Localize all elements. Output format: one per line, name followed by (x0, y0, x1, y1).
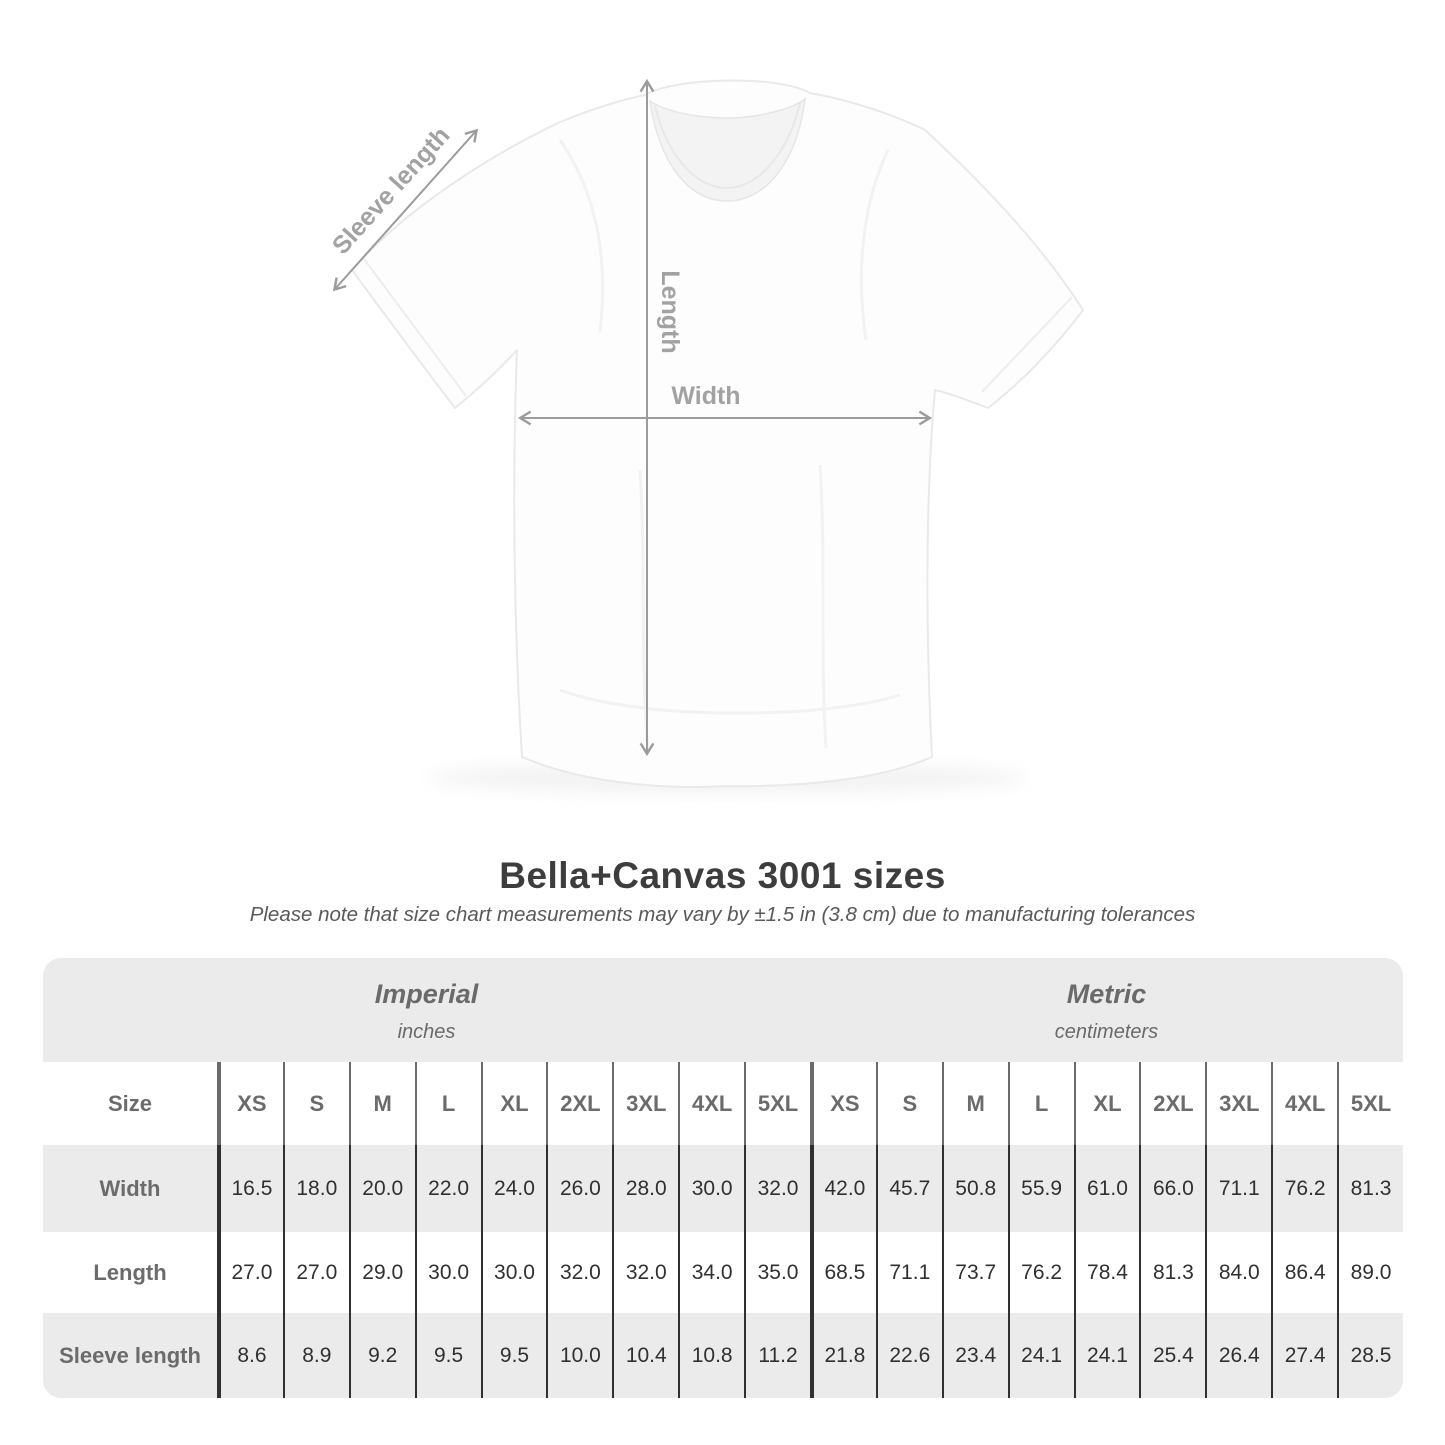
cell-metric-width-5xl: 81.3 (1337, 1145, 1403, 1232)
cell-metric-length-3xl: 84.0 (1205, 1232, 1272, 1313)
cell-imperial-sleeve-length-s: 8.9 (282, 1313, 349, 1398)
cell-metric-sleeve-length-5xl: 28.5 (1337, 1313, 1403, 1398)
size-header-metric-5xl: 5XL (1337, 1062, 1403, 1145)
cell-imperial-sleeve-length-xl: 9.5 (480, 1313, 547, 1398)
size-header-imperial-xs: XS (217, 1062, 283, 1145)
cell-imperial-width-xs: 16.5 (217, 1145, 283, 1232)
width-label: Width (671, 382, 740, 410)
cell-metric-width-xs: 42.0 (809, 1145, 876, 1232)
metric-label: Metric (1066, 978, 1147, 1009)
cell-imperial-length-4xl: 34.0 (678, 1232, 745, 1313)
cell-metric-sleeve-length-xs: 21.8 (809, 1313, 876, 1398)
sleeve-length-arrow (332, 128, 479, 292)
cell-metric-sleeve-length-l: 24.1 (1007, 1313, 1074, 1398)
size-header-imperial-s: S (282, 1062, 349, 1145)
size-header-imperial-m: M (348, 1062, 415, 1145)
cell-metric-width-s: 45.7 (875, 1145, 942, 1232)
cell-imperial-length-xs: 27.0 (217, 1232, 283, 1313)
cell-metric-sleeve-length-xl: 24.1 (1073, 1313, 1140, 1398)
tshirt-diagram: Sleeve length Length Width (327, 78, 1084, 794)
cell-metric-width-l: 55.9 (1007, 1145, 1074, 1232)
size-table: Imperial inches Metric centimeters Size X… (43, 958, 1403, 1398)
metric-unit: centimeters (1054, 1020, 1159, 1043)
length-label: Length (656, 270, 684, 353)
cell-imperial-length-s: 27.0 (282, 1232, 349, 1313)
cell-imperial-width-s: 18.0 (282, 1145, 349, 1232)
cell-metric-length-xs: 68.5 (809, 1232, 876, 1313)
cell-imperial-length-2xl: 32.0 (546, 1232, 613, 1313)
tolerance-note: Please note that size chart measurements… (249, 903, 1196, 926)
imperial-label: Imperial (374, 978, 479, 1009)
cell-metric-width-4xl: 76.2 (1271, 1145, 1338, 1232)
cell-imperial-sleeve-length-m: 9.2 (348, 1313, 415, 1398)
cell-imperial-sleeve-length-2xl: 10.0 (546, 1313, 613, 1398)
cell-metric-width-2xl: 66.0 (1139, 1145, 1206, 1232)
cell-imperial-sleeve-length-3xl: 10.4 (612, 1313, 679, 1398)
size-header-imperial-2xl: 2XL (546, 1062, 613, 1145)
size-header-metric-m: M (941, 1062, 1008, 1145)
cell-metric-sleeve-length-s: 22.6 (875, 1313, 942, 1398)
size-header-imperial-4xl: 4XL (678, 1062, 745, 1145)
cell-metric-sleeve-length-4xl: 27.4 (1271, 1313, 1338, 1398)
cell-imperial-width-m: 20.0 (348, 1145, 415, 1232)
metric-section-header: Metric centimeters (809, 958, 1403, 1062)
size-column-header: Size (43, 1062, 217, 1145)
size-header-metric-xl: XL (1073, 1062, 1140, 1145)
page-title: Bella+Canvas 3001 sizes (499, 855, 946, 896)
size-header-metric-3xl: 3XL (1205, 1062, 1272, 1145)
size-header-metric-2xl: 2XL (1139, 1062, 1206, 1145)
cell-metric-length-5xl: 89.0 (1337, 1232, 1403, 1313)
cell-metric-length-s: 71.1 (875, 1232, 942, 1313)
size-header-imperial-3xl: 3XL (612, 1062, 679, 1145)
size-header-metric-4xl: 4XL (1271, 1062, 1338, 1145)
cell-imperial-length-l: 30.0 (414, 1232, 481, 1313)
row-label-width: Width (43, 1145, 217, 1232)
cell-metric-length-xl: 78.4 (1073, 1232, 1140, 1313)
cell-imperial-sleeve-length-5xl: 11.2 (744, 1313, 810, 1398)
cell-imperial-sleeve-length-4xl: 10.8 (678, 1313, 745, 1398)
cell-metric-sleeve-length-m: 23.4 (941, 1313, 1008, 1398)
cell-imperial-length-3xl: 32.0 (612, 1232, 679, 1313)
cell-imperial-length-5xl: 35.0 (744, 1232, 810, 1313)
row-label-sleeve-length: Sleeve length (43, 1313, 217, 1398)
cell-imperial-sleeve-length-xs: 8.6 (217, 1313, 283, 1398)
cell-metric-width-xl: 61.0 (1073, 1145, 1140, 1232)
cell-imperial-width-2xl: 26.0 (546, 1145, 613, 1232)
row-label-length: Length (43, 1232, 217, 1313)
imperial-unit: inches (397, 1020, 456, 1043)
collar-seam (654, 102, 801, 190)
cell-imperial-width-xl: 24.0 (480, 1145, 547, 1232)
cell-metric-length-l: 76.2 (1007, 1232, 1074, 1313)
cell-imperial-width-5xl: 32.0 (744, 1145, 810, 1232)
cell-imperial-width-l: 22.0 (414, 1145, 481, 1232)
cell-metric-length-m: 73.7 (941, 1232, 1008, 1313)
cell-metric-length-2xl: 81.3 (1139, 1232, 1206, 1313)
cell-imperial-length-xl: 30.0 (480, 1232, 547, 1313)
tshirt-body (351, 79, 1084, 788)
size-header-metric-s: S (875, 1062, 942, 1145)
size-header-metric-l: L (1007, 1062, 1074, 1145)
neck-opening (648, 97, 806, 202)
cell-metric-width-m: 50.8 (941, 1145, 1008, 1232)
cell-imperial-length-m: 29.0 (348, 1232, 415, 1313)
cell-imperial-width-3xl: 28.0 (612, 1145, 679, 1232)
size-header-imperial-l: L (414, 1062, 481, 1145)
size-header-metric-xs: XS (809, 1062, 876, 1145)
cell-metric-sleeve-length-3xl: 26.4 (1205, 1313, 1272, 1398)
imperial-section-header: Imperial inches (43, 958, 810, 1062)
cell-metric-width-3xl: 71.1 (1205, 1145, 1272, 1232)
size-header-imperial-xl: XL (480, 1062, 547, 1145)
cell-metric-sleeve-length-2xl: 25.4 (1139, 1313, 1206, 1398)
cell-imperial-sleeve-length-l: 9.5 (414, 1313, 481, 1398)
size-header-imperial-5xl: 5XL (744, 1062, 810, 1145)
cell-metric-length-4xl: 86.4 (1271, 1232, 1338, 1313)
cell-imperial-width-4xl: 30.0 (678, 1145, 745, 1232)
